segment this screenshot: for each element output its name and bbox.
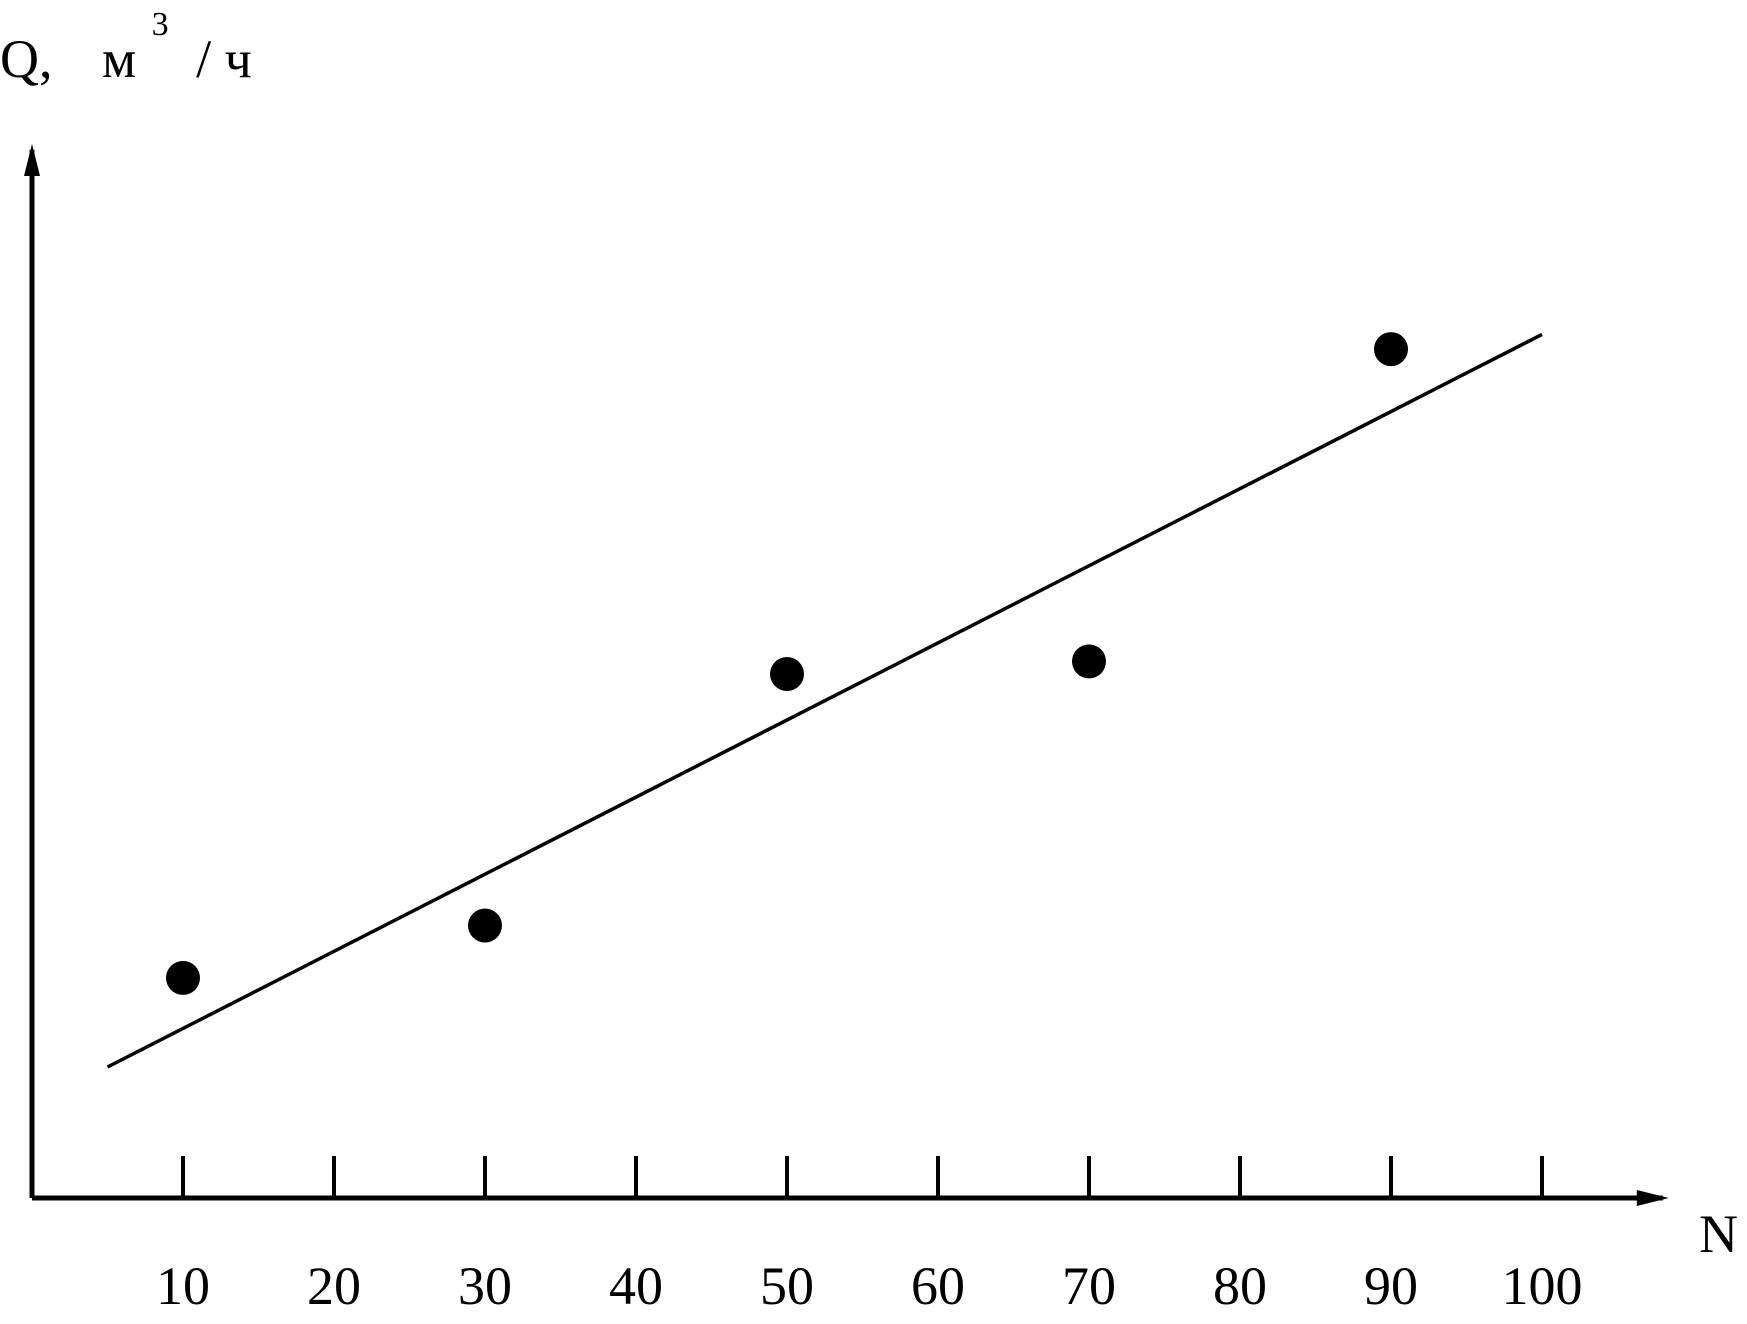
data-point: [1072, 644, 1106, 679]
data-point: [468, 908, 502, 943]
x-tick-label: 10: [156, 1256, 210, 1316]
x-tick-label: 60: [911, 1256, 965, 1316]
x-axis-arrowhead: [1636, 1190, 1669, 1206]
x-tick-label: 30: [458, 1256, 512, 1316]
x-ticks: [181, 1156, 1544, 1198]
x-tick-label: 90: [1364, 1256, 1418, 1316]
data-points: [166, 332, 1408, 995]
y-axis-label-prefix: Q,: [0, 29, 53, 89]
data-point: [770, 657, 804, 691]
y-axis-arrowhead: [24, 144, 40, 176]
y-axis-label: Q, м 3 / ч: [0, 0, 252, 89]
data-point: [166, 960, 200, 995]
y-axis-label-unit-exponent: 3: [152, 6, 169, 43]
x-tick-label: 80: [1213, 1256, 1267, 1316]
x-tick-label: 70: [1062, 1256, 1116, 1316]
y-axis-label-unit-rest: / ч: [196, 29, 252, 89]
x-tick-labels: 10 20 30 40 50 60 70 80 90 100: [156, 1256, 1583, 1316]
axes: [24, 144, 1669, 1206]
x-tick-label: 20: [307, 1256, 361, 1316]
data-point: [1374, 332, 1408, 367]
x-tick-label: 50: [760, 1256, 814, 1316]
x-axis-label: N: [1699, 1204, 1738, 1264]
x-tick-label: 100: [1502, 1256, 1583, 1316]
trend-line-group: [106, 332, 1543, 1069]
trend-line: [106, 332, 1543, 1069]
y-axis-label-unit: м: [102, 29, 136, 89]
x-tick-label: 40: [609, 1256, 663, 1316]
